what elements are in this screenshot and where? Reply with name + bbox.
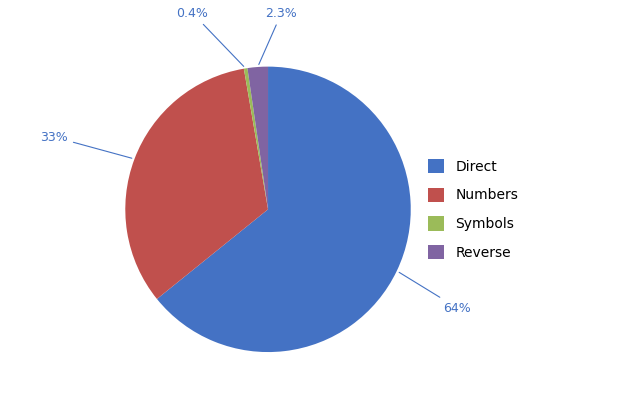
- Legend: Direct, Numbers, Symbols, Reverse: Direct, Numbers, Symbols, Reverse: [428, 159, 518, 260]
- Text: 2.3%: 2.3%: [259, 7, 298, 64]
- Text: 33%: 33%: [40, 131, 132, 158]
- Wedge shape: [125, 68, 268, 299]
- Wedge shape: [247, 67, 268, 209]
- Text: 0.4%: 0.4%: [177, 7, 244, 66]
- Wedge shape: [157, 67, 410, 352]
- Wedge shape: [244, 68, 268, 209]
- Text: 64%: 64%: [399, 272, 471, 315]
